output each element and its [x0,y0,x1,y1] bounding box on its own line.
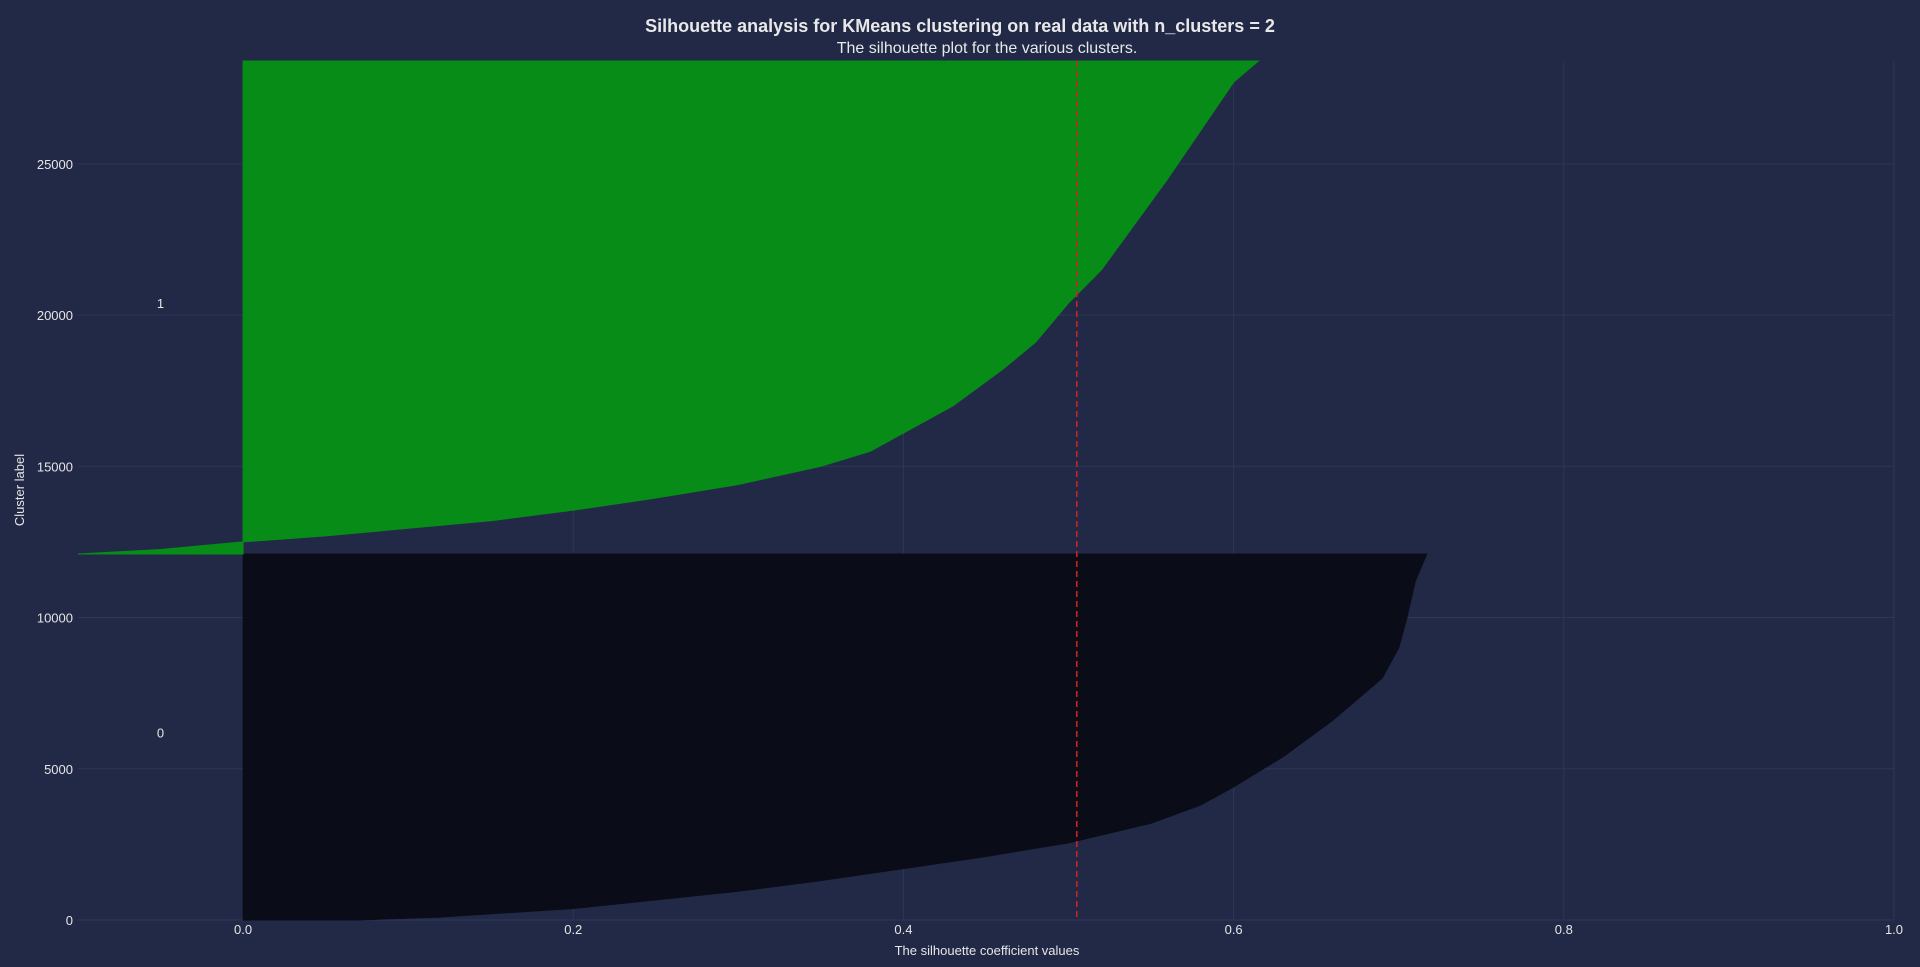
chart-subtitle: The silhouette plot for the various clus… [837,40,1138,57]
x-tick-label: 0.8 [1555,922,1573,937]
y-tick-label: 15000 [37,459,73,474]
cluster-label-0: 0 [157,725,164,740]
x-tick-label: 0.4 [894,922,912,937]
cluster-labels: 01 [157,296,164,740]
x-tick-label: 0.6 [1225,922,1243,937]
y-axis-label: Cluster label [12,454,27,526]
x-tick-label: 1.0 [1885,922,1903,937]
x-tick-label: 0.0 [234,922,252,937]
y-tick-label: 20000 [37,308,73,323]
cluster-label-1: 1 [157,296,164,311]
y-tick-label: 10000 [37,611,73,626]
y-tick-label: 5000 [44,762,73,777]
silhouette-clusters [77,60,1428,921]
y-tick-label: 25000 [37,157,73,172]
chart-title: Silhouette analysis for KMeans clusterin… [645,16,1275,36]
x-axis-label: The silhouette coefficient values [895,943,1080,958]
x-tick-label: 0.2 [564,922,582,937]
y-tick-label: 0 [66,913,73,928]
cluster-0-silhouette [242,553,1428,921]
axis-ticks: 0.0 0.2 0.4 0.6 0.8 1.0 0 5000 10000 15000 20000 25… [37,157,1903,937]
cluster-1-silhouette [77,60,1260,555]
